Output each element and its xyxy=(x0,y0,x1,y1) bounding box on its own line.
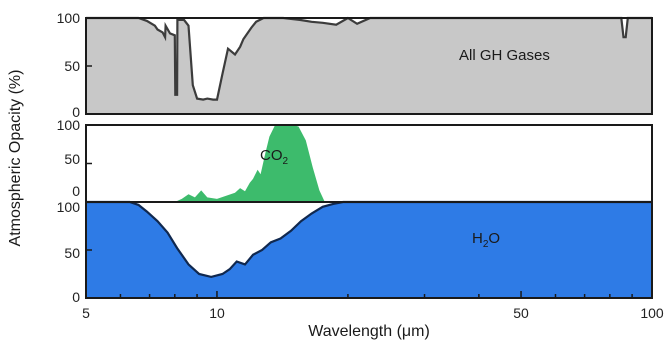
xtick-label-50: 50 xyxy=(513,305,529,321)
h2o-ytick-label-100: 100 xyxy=(57,199,81,215)
top-ytick-label-100: 100 xyxy=(57,10,81,26)
xtick-label-10: 10 xyxy=(209,305,225,321)
all-gh-gases-label: All GH Gases xyxy=(459,47,550,64)
y-axis-title: Atmospheric Opacity (%) xyxy=(7,70,24,247)
h2o-ytick-label-50: 50 xyxy=(64,245,80,261)
co2-label: CO2 xyxy=(260,147,289,167)
h2o-y-ticks xyxy=(86,201,92,299)
bottom-panel-frame xyxy=(85,124,653,299)
top-ytick-label-0: 0 xyxy=(72,104,80,120)
top-ytick-label-50: 50 xyxy=(64,58,80,74)
h2o-label-sub: 2 xyxy=(483,239,489,250)
h2o-area xyxy=(86,202,652,298)
co2-label-base: CO xyxy=(260,147,283,164)
top-y-ticks xyxy=(86,17,92,115)
x-axis-title: Wavelength (μm) xyxy=(308,323,430,340)
h2o-label-base: H xyxy=(472,230,483,247)
co2-ytick-label-0: 0 xyxy=(72,183,80,199)
xtick-label-5: 5 xyxy=(82,305,90,321)
co2-ytick-label-100: 100 xyxy=(57,117,81,133)
h2o-label: H2O xyxy=(472,230,500,250)
h2o-ytick-label-0: 0 xyxy=(72,289,80,305)
x-axis-ticks xyxy=(85,291,653,298)
h2o-label-rest: O xyxy=(488,230,500,247)
xtick-label-100: 100 xyxy=(640,305,664,321)
all-gh-gases-area xyxy=(86,18,652,114)
co2-ytick-label-50: 50 xyxy=(64,151,80,167)
co2-label-sub: 2 xyxy=(283,156,289,167)
h2o-line xyxy=(86,200,652,279)
